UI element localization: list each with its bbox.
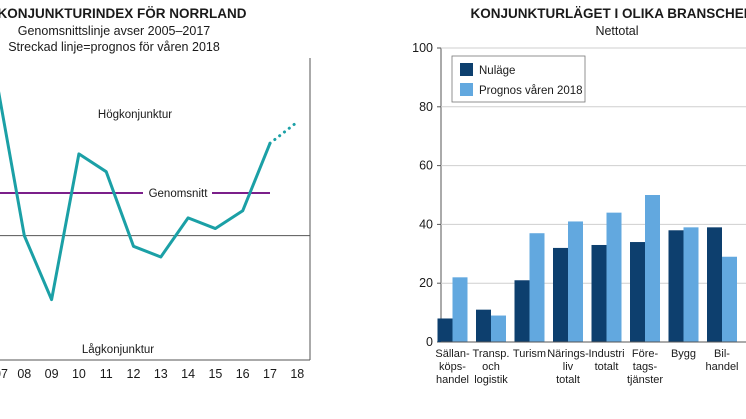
forecast-line (268, 120, 299, 145)
legend-box (451, 55, 586, 103)
line-chart: KONJUNKTURINDEX FÖR NORRLAND Genomsnitts… (0, 6, 311, 381)
x-tick-11: 11 (100, 367, 113, 381)
category-label-5: Före-tags-tjänster (627, 348, 663, 386)
x-tick-13: 13 (154, 367, 168, 381)
bar-prognos-1 (491, 315, 506, 342)
x-tick-17: 17 (263, 367, 277, 381)
category-label-0: Sällan-köps-handel (435, 348, 470, 386)
x-tick-15: 15 (208, 367, 222, 381)
line-chart-title: KONJUNKTURINDEX FÖR NORRLAND (0, 6, 247, 21)
bar-nulage-1 (476, 309, 491, 342)
y-tick-60: 60 (419, 159, 433, 173)
legend-swatch-nulage (460, 63, 473, 76)
bar-prognos-4 (606, 212, 622, 342)
category-label-2: Turism (513, 348, 546, 360)
bar-chart: KONJUNKTURLÄGET I OLIKA BRANSCHER Nettot… (412, 6, 746, 386)
bar-nulage-6 (668, 230, 684, 342)
y-tick-40: 40 (419, 217, 433, 231)
y-tick-100: 100 (412, 41, 433, 55)
category-label-7: Bil-handel (705, 348, 738, 373)
bar-nulage-4 (591, 244, 607, 342)
category-label-1: Transp. och logistik (473, 348, 510, 386)
bar-chart-legend: Nuläge Prognos våren 2018 (451, 55, 586, 103)
average-label: Genomsnitt (149, 188, 209, 200)
bar-prognos-6 (683, 227, 699, 342)
lagkonjunktur-label: Lågkonjunktur (82, 344, 154, 356)
bar-nulage-2 (514, 280, 530, 342)
hogkonjunktur-label: Högkonjunktur (98, 109, 172, 121)
y-tick-0: 0 (426, 335, 433, 349)
bar-nulage-5 (630, 242, 645, 342)
legend-label-prognos: Prognos våren 2018 (479, 85, 583, 97)
x-tick-12: 12 (127, 367, 141, 381)
bar-chart-title: KONJUNKTURLÄGET I OLIKA BRANSCHER (471, 6, 746, 21)
x-tick-16: 16 (236, 367, 250, 381)
bar-prognos-3 (568, 221, 583, 342)
bar-nulage-0 (437, 318, 453, 342)
bar-prognos-2 (529, 233, 545, 342)
x-tick-18: 18 (290, 367, 304, 381)
x-tick-08: 08 (17, 367, 31, 381)
category-label-3: Närings-liv totalt (547, 348, 589, 386)
x-tick-14: 14 (181, 367, 195, 381)
x-tick-10: 10 (72, 367, 86, 381)
y-tick-80: 80 (419, 100, 433, 114)
line-chart-subtitle-2: Streckad linje=prognos för våren 2018 (8, 40, 220, 54)
bar-nulage-7 (707, 227, 722, 342)
category-label-4: Industri totalt (588, 348, 624, 373)
bar-chart-subtitle: Nettotal (595, 24, 638, 38)
bar-nulage-3 (553, 247, 568, 342)
category-label-6: Bygg (671, 348, 696, 360)
bar-prognos-0 (452, 277, 468, 342)
x-tick-07: 07 (0, 367, 8, 381)
line-chart-subtitle-1: Genomsnittslinje avser 2005–2017 (18, 24, 211, 38)
x-tick-09: 09 (45, 367, 59, 381)
y-tick-20: 20 (419, 276, 433, 290)
bar-prognos-7 (722, 256, 737, 342)
bar-prognos-5 (645, 195, 660, 342)
legend-swatch-prognos (460, 83, 473, 96)
legend-label-nulage: Nuläge (479, 65, 515, 77)
